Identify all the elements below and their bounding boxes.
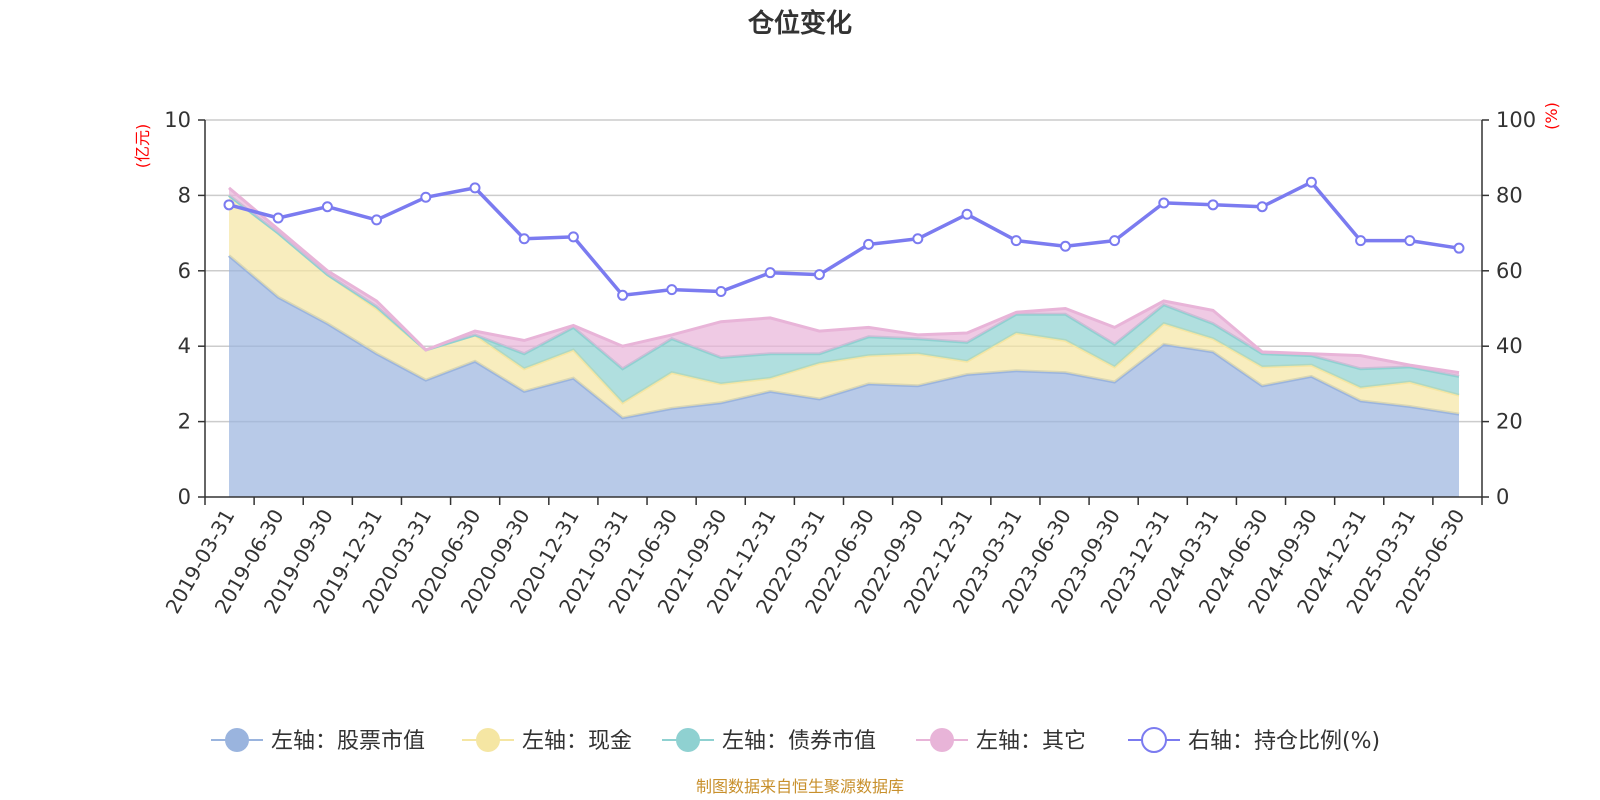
legend-label: 右轴：持仓比例(%)	[1188, 729, 1380, 754]
holding-ratio-point	[1010, 235, 1022, 247]
legend-item[interactable]: 左轴：股票市值	[211, 728, 425, 754]
legend-marker	[476, 728, 500, 752]
legend-marker	[930, 728, 954, 752]
area-series	[229, 195, 1459, 418]
legend: 左轴：股票市值 左轴：现金 左轴：债券市值 左轴：其它 右轴：持仓比例(%)	[211, 727, 1380, 754]
left-tick-label: 4	[178, 334, 191, 358]
holding-ratio-point	[223, 199, 235, 211]
left-tick-label: 0	[178, 485, 191, 509]
area-series	[229, 195, 1459, 403]
holding-ratio-point	[1404, 235, 1416, 247]
left-tick-label: 6	[178, 259, 191, 283]
right-tick-label: 0	[1496, 485, 1509, 509]
right-tick-label: 60	[1496, 259, 1523, 283]
left-tick-label: 8	[178, 183, 191, 207]
holding-ratio-point	[1305, 176, 1317, 188]
legend-item[interactable]: 左轴：债券市值	[662, 728, 876, 754]
holding-ratio-point	[1158, 197, 1170, 209]
holding-ratio-point	[863, 238, 875, 250]
left-tick-label: 2	[178, 410, 191, 434]
stacked-areas	[228, 186, 1460, 497]
holding-ratio-point	[666, 284, 678, 296]
legend-item[interactable]: 左轴：其它	[916, 728, 1086, 754]
holding-ratio-point	[1355, 235, 1367, 247]
area-series	[229, 255, 1459, 497]
right-tick-label: 40	[1496, 334, 1523, 358]
holding-ratio-point	[1207, 199, 1219, 211]
chart-title: 仓位变化	[747, 8, 852, 39]
holding-ratio-point	[715, 286, 727, 298]
legend-label: 左轴：债券市值	[722, 729, 876, 754]
right-tick-label: 100	[1496, 108, 1536, 132]
holding-ratio-point	[617, 289, 629, 301]
holding-ratio-point	[813, 269, 825, 281]
area-series	[229, 187, 1459, 377]
holding-ratio-point	[1256, 201, 1268, 213]
area-series-edge	[228, 186, 1460, 375]
right-axis-unit-label: (%)	[1542, 102, 1561, 130]
left-axis-unit-label: (亿元)	[133, 124, 152, 169]
holding-ratio-path	[228, 180, 1460, 298]
holding-ratio-point	[1109, 235, 1121, 247]
holding-ratio-point	[469, 182, 481, 194]
right-tick-label: 20	[1496, 410, 1523, 434]
holding-ratio-point	[420, 191, 432, 203]
holding-ratio-point	[567, 231, 579, 243]
data-source-note: 制图数据来自恒生聚源数据库	[696, 777, 904, 796]
holding-ratio-point	[1453, 242, 1465, 254]
holding-ratio-point	[272, 212, 284, 224]
holding-ratio-point	[764, 267, 776, 279]
holding-ratio-point	[321, 201, 333, 213]
legend-label: 左轴：现金	[522, 729, 632, 754]
legend-marker	[676, 728, 700, 752]
holding-ratio-point	[961, 208, 973, 220]
legend-item[interactable]: 左轴：现金	[462, 728, 632, 754]
left-tick-label: 10	[164, 108, 191, 132]
holding-ratio-point	[912, 233, 924, 245]
legend-marker	[225, 728, 249, 752]
holding-ratio-point	[371, 214, 383, 226]
legend-label: 左轴：股票市值	[271, 729, 425, 754]
legend-label: 左轴：其它	[976, 729, 1086, 754]
holding-ratio-point	[518, 233, 530, 245]
legend-marker	[1141, 727, 1167, 753]
legend-item[interactable]: 右轴：持仓比例(%)	[1128, 727, 1380, 754]
holding-ratio-line	[223, 176, 1465, 301]
holding-ratio-point	[1059, 240, 1071, 252]
right-tick-label: 80	[1496, 183, 1523, 207]
